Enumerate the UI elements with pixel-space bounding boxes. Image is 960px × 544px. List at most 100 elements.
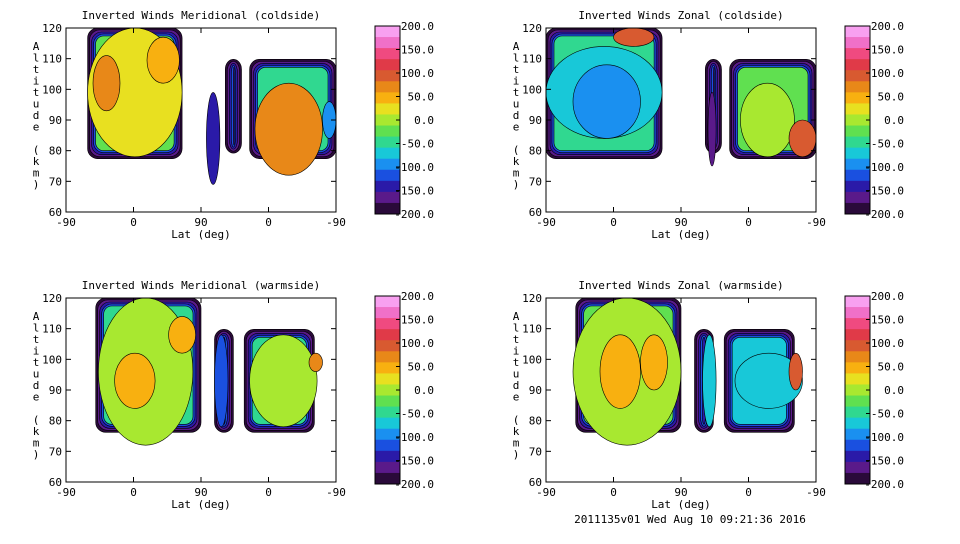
x-axis-label: Lat (deg): [171, 498, 231, 511]
colorbar-swatch: [845, 395, 870, 408]
colorbar-swatch: [845, 103, 870, 115]
x-axis-label: Lat (deg): [171, 228, 231, 241]
contour-level: [788, 119, 817, 158]
x-tick-label: -90: [326, 486, 346, 499]
colorbar-swatch: [375, 81, 400, 93]
x-tick-label: -90: [536, 216, 556, 229]
colorbar-swatch: [375, 103, 400, 115]
colorbar: 200.0 150.0 100.0 50.0 0.0 -50.0 -100.0 -150.0 -…: [374, 290, 435, 491]
y-tick-label: 70: [529, 175, 542, 188]
x-tick-label: 0: [745, 486, 752, 499]
chart-panel-3: Inverted Winds Meridional (warmside) 60 70…: [33, 279, 434, 511]
colorbar-swatch: [375, 147, 400, 160]
colorbar-swatch: [845, 158, 870, 171]
colorbar-tick-label: -200.0: [864, 478, 904, 491]
contour-fill: [233, 66, 235, 146]
contour-level: [788, 352, 803, 391]
colorbar-swatch: [845, 125, 870, 138]
colorbar-swatch: [845, 417, 870, 430]
chart-panel-1: Inverted Winds Meridional (coldside) 60 70…: [33, 9, 434, 241]
colorbar-tick-label: -50.0: [871, 138, 904, 151]
y-tick-label: 60: [529, 206, 542, 219]
contour-level: [249, 334, 318, 428]
colorbar-swatch: [845, 136, 870, 149]
colorbar-tick-label: -200.0: [394, 478, 434, 491]
x-axis-label: Lat (deg): [651, 228, 711, 241]
colorbar-swatch: [845, 191, 870, 204]
contour-level: [114, 352, 156, 409]
colorbar-swatch: [375, 439, 400, 452]
colorbar-swatch: [375, 395, 400, 408]
y-tick-label: 110: [42, 323, 62, 336]
x-tick-label: 0: [610, 216, 617, 229]
colorbar-swatch: [375, 125, 400, 138]
contour-level: [734, 352, 803, 409]
y-tick-label: 110: [42, 53, 62, 66]
contour-level: [92, 55, 121, 112]
colorbar-swatch: [375, 472, 400, 485]
y-tick-label: 80: [529, 415, 542, 428]
colorbar-tick-label: -100.0: [864, 431, 904, 444]
colorbar-tick-label: -150.0: [864, 455, 904, 468]
colorbar-swatch: [845, 450, 870, 463]
colorbar-swatch: [375, 362, 400, 374]
y-tick-label: 80: [49, 415, 62, 428]
colorbar-swatch: [375, 202, 400, 215]
colorbar-swatch: [375, 318, 400, 330]
y-tick-label: 110: [522, 53, 542, 66]
colorbar-swatch: [375, 59, 400, 71]
y-tick-label: 80: [49, 145, 62, 158]
colorbar-tick-label: 50.0: [878, 91, 905, 104]
colorbar-swatch: [375, 191, 400, 204]
colorbar-swatch: [375, 417, 400, 430]
chart-title: Inverted Winds Zonal (coldside): [578, 9, 783, 22]
y-tick-label: 100: [522, 353, 542, 366]
colorbar-swatch: [375, 296, 400, 308]
x-tick-label: 0: [745, 216, 752, 229]
colorbar-swatch: [845, 26, 870, 38]
y-tick-label: 120: [42, 292, 62, 305]
colorbar-swatch: [845, 59, 870, 71]
colorbar-swatch: [845, 373, 870, 385]
colorbar-tick-label: 200.0: [401, 290, 434, 303]
contour-level: [640, 334, 668, 391]
x-tick-label: -90: [806, 486, 826, 499]
chart-title: Inverted Winds Meridional (warmside): [82, 279, 320, 292]
contour-level: [214, 334, 229, 428]
colorbar-swatch: [375, 180, 400, 193]
contour-level: [168, 316, 196, 354]
colorbar-tick-label: 0.0: [884, 114, 904, 127]
colorbar-swatch: [375, 48, 400, 60]
x-axis-label: Lat (deg): [651, 498, 711, 511]
x-tick-label: -90: [536, 486, 556, 499]
colorbar-swatch: [845, 406, 870, 419]
colorbar-tick-label: 0.0: [414, 384, 434, 397]
y-tick-label: 90: [529, 384, 542, 397]
colorbar-swatch: [375, 37, 400, 49]
x-tick-label: 0: [130, 486, 137, 499]
x-tick-label: -90: [56, 486, 76, 499]
colorbar-swatch: [375, 329, 400, 341]
x-tick-label: 90: [674, 486, 687, 499]
y-tick-label: 70: [529, 445, 542, 458]
y-tick-label: 60: [529, 476, 542, 489]
chart-panel-2: Inverted Winds Zonal (coldside) 60 70 80 90 1…: [513, 9, 904, 241]
colorbar-tick-label: -150.0: [864, 185, 904, 198]
colorbar-swatch: [845, 202, 870, 215]
colorbar-tick-label: 100.0: [871, 337, 904, 350]
colorbar-swatch: [845, 351, 870, 363]
contour-level: [599, 334, 641, 409]
colorbar-swatch: [375, 351, 400, 363]
x-tick-label: -90: [806, 216, 826, 229]
colorbar-tick-label: 50.0: [878, 361, 905, 374]
contour-level: [707, 92, 717, 167]
colorbar-tick-label: 50.0: [408, 361, 435, 374]
y-tick-label: 120: [522, 22, 542, 35]
contour-level: [740, 82, 795, 158]
colorbar-tick-label: 200.0: [401, 20, 434, 33]
colorbar-swatch: [375, 70, 400, 82]
colorbar-swatch: [375, 428, 400, 441]
